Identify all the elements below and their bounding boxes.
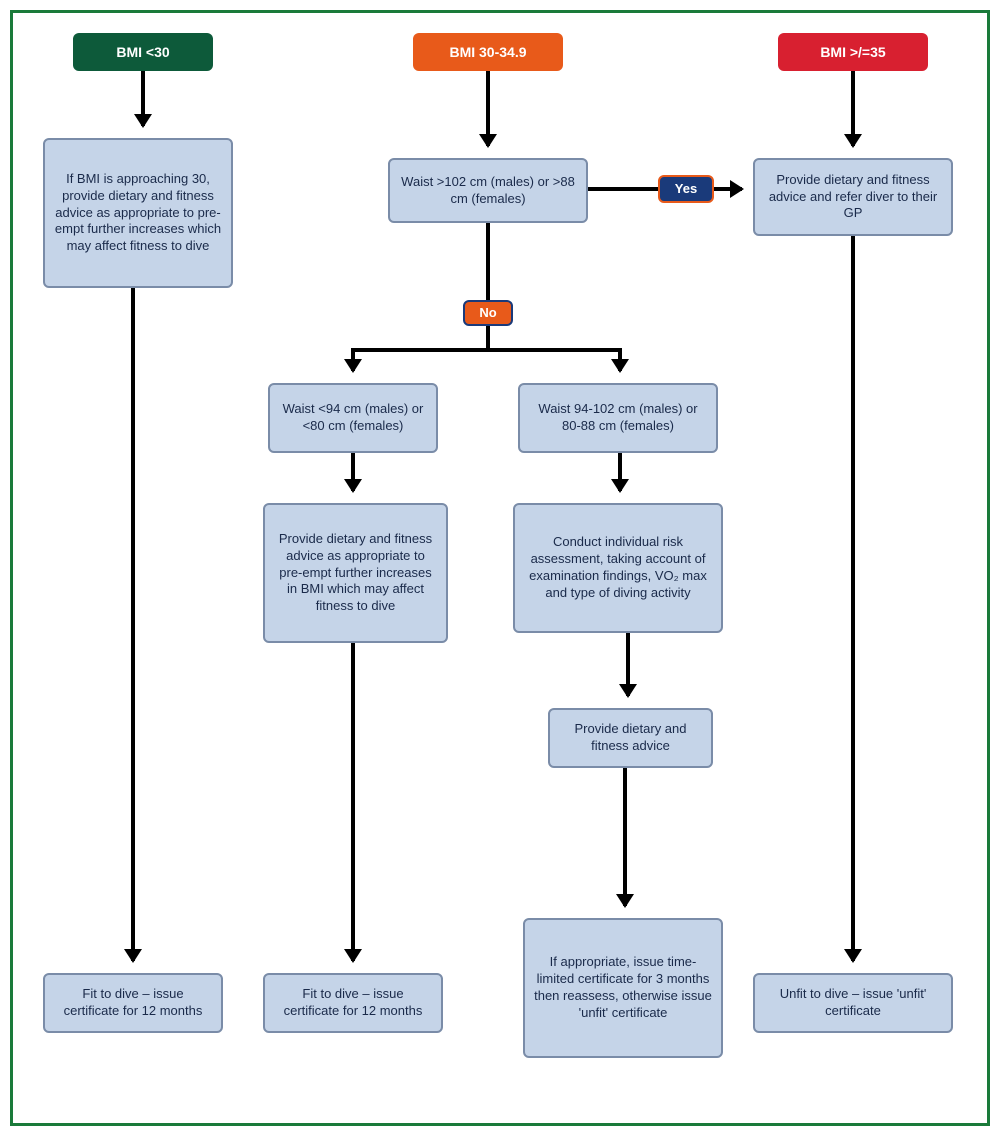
decision-label: No bbox=[479, 305, 496, 322]
decision-yes: Yes bbox=[658, 175, 714, 203]
box-text: Provide dietary and fitness advice bbox=[558, 721, 703, 755]
line bbox=[588, 187, 658, 191]
box-text: Provide dietary and fitness advice as ap… bbox=[273, 531, 438, 615]
box-unfit: Unfit to dive – issue 'unfit' certificat… bbox=[753, 973, 953, 1033]
box-dietary-fitness-preempt: Provide dietary and fitness advice as ap… bbox=[263, 503, 448, 643]
box-text: Waist <94 cm (males) or <80 cm (females) bbox=[278, 401, 428, 435]
box-fit-12-months-a: Fit to dive – issue certificate for 12 m… bbox=[43, 973, 223, 1033]
box-dietary-fitness-short: Provide dietary and fitness advice bbox=[548, 708, 713, 768]
arrow bbox=[623, 768, 627, 906]
header-label: BMI 30-34.9 bbox=[449, 43, 526, 61]
box-text: Waist 94-102 cm (males) or 80-88 cm (fem… bbox=[528, 401, 708, 435]
arrow bbox=[351, 348, 355, 371]
box-text: Fit to dive – issue certificate for 12 m… bbox=[273, 986, 433, 1020]
box-waist-over-102: Waist >102 cm (males) or >88 cm (females… bbox=[388, 158, 588, 223]
arrow bbox=[851, 236, 855, 961]
decision-no: No bbox=[463, 300, 513, 326]
box-text: Provide dietary and fitness advice and r… bbox=[763, 172, 943, 223]
arrow bbox=[141, 71, 145, 126]
box-individual-risk: Conduct individual risk assessment, taki… bbox=[513, 503, 723, 633]
box-text: Waist >102 cm (males) or >88 cm (females… bbox=[398, 174, 578, 208]
arrow bbox=[714, 187, 742, 191]
arrow bbox=[618, 348, 622, 371]
arrow bbox=[351, 453, 355, 491]
line bbox=[486, 223, 490, 300]
decision-label: Yes bbox=[675, 181, 697, 198]
box-text: If appropriate, issue time-limited certi… bbox=[533, 954, 713, 1022]
header-bmi-over-35: BMI >/=35 bbox=[778, 33, 928, 71]
box-text: If BMI is approaching 30, provide dietar… bbox=[53, 171, 223, 255]
line bbox=[486, 326, 490, 348]
box-time-limited-cert: If appropriate, issue time-limited certi… bbox=[523, 918, 723, 1058]
line bbox=[351, 348, 622, 352]
arrow bbox=[626, 633, 630, 696]
arrow bbox=[851, 71, 855, 146]
flowchart-frame: BMI <30 BMI 30-34.9 BMI >/=35 If BMI is … bbox=[10, 10, 990, 1126]
arrow bbox=[486, 71, 490, 146]
box-fit-12-months-b: Fit to dive – issue certificate for 12 m… bbox=[263, 973, 443, 1033]
box-refer-gp: Provide dietary and fitness advice and r… bbox=[753, 158, 953, 236]
box-text: Conduct individual risk assessment, taki… bbox=[523, 534, 713, 602]
arrow bbox=[131, 288, 135, 961]
box-text: Fit to dive – issue certificate for 12 m… bbox=[53, 986, 213, 1020]
arrow bbox=[618, 453, 622, 491]
header-label: BMI <30 bbox=[116, 43, 169, 61]
header-bmi-under-30: BMI <30 bbox=[73, 33, 213, 71]
arrow bbox=[351, 643, 355, 961]
box-text: Unfit to dive – issue 'unfit' certificat… bbox=[763, 986, 943, 1020]
header-bmi-30-34: BMI 30-34.9 bbox=[413, 33, 563, 71]
box-waist-94-102: Waist 94-102 cm (males) or 80-88 cm (fem… bbox=[518, 383, 718, 453]
header-label: BMI >/=35 bbox=[820, 43, 885, 61]
box-waist-under-94: Waist <94 cm (males) or <80 cm (females) bbox=[268, 383, 438, 453]
box-bmi-approaching-30: If BMI is approaching 30, provide dietar… bbox=[43, 138, 233, 288]
